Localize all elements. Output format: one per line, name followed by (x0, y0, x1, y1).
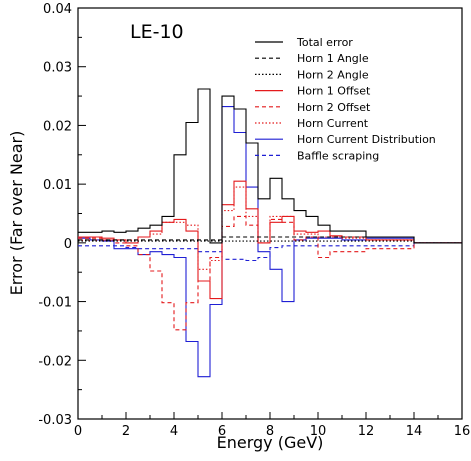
legend-entry: Horn Current (297, 117, 369, 130)
series-line (78, 88, 462, 244)
series-line (78, 240, 462, 244)
series-line (78, 236, 462, 244)
y-tick-label: -0.03 (38, 413, 72, 428)
series-line (78, 242, 462, 262)
x-axis-title: Energy (GeV) (217, 433, 324, 452)
plot-frame (77, 7, 463, 420)
x-tick-label: 0 (74, 424, 82, 439)
x-tick-label: 6 (218, 424, 226, 439)
y-tick-label: 0.04 (43, 2, 72, 17)
y-tick-label: 0.03 (43, 61, 72, 76)
y-tick-label: -0.02 (38, 354, 72, 369)
series-line (78, 180, 462, 300)
y-tick-label: 0.01 (43, 178, 72, 193)
x-tick-label: 2 (122, 424, 130, 439)
y-tick-label: 0.02 (43, 119, 72, 134)
legend-entry: Horn 1 Offset (297, 85, 371, 98)
x-tick-label: 10 (310, 424, 327, 439)
legend-entry: Horn 2 Angle (297, 68, 369, 81)
y-axis-title: Error (Far over Near) (7, 131, 26, 296)
series-line (78, 106, 462, 378)
x-tick-label: 4 (170, 424, 178, 439)
y-tick-label: -0.01 (38, 296, 72, 311)
legend-entry: Horn Current Distribution (297, 133, 436, 146)
series-line (78, 215, 462, 331)
y-tick-label: 0 (64, 237, 72, 252)
series-layer (78, 88, 462, 378)
legend-entry: Total error (296, 36, 353, 49)
chart-title: LE-10 (130, 21, 184, 43)
x-tick-label: 12 (358, 424, 375, 439)
x-tick-label: 8 (266, 424, 274, 439)
x-tick-label: 16 (454, 424, 471, 439)
legend: Total error Horn 1 Angle Horn 2 Angle Horn … (255, 36, 436, 162)
legend-entry: Horn 2 Offset (297, 101, 371, 114)
legend-entry: Baffle scraping (297, 149, 379, 162)
legend-entry: Horn 1 Angle (297, 52, 369, 65)
x-tick-label: 14 (406, 424, 423, 439)
ticks-layer: 0 2 4 6 8 10 12 14 16 -0.03 -0.02 -0.01 0 0.01 0.02 0.0… (38, 2, 470, 439)
